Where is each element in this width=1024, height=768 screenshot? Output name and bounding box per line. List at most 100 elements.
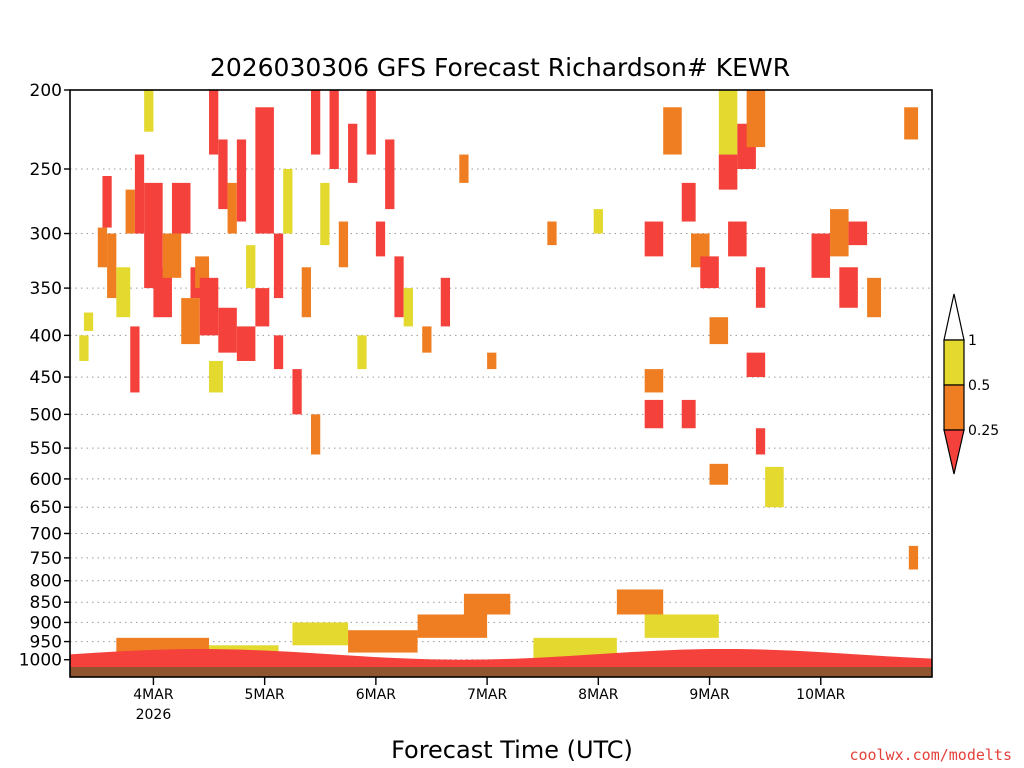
ri-cell <box>867 277 882 318</box>
x-axis-ticks: 4MAR 2026 5MAR 6MAR 7MAR 8MAR 9MAR 10MAR <box>133 677 846 723</box>
ri-cell <box>644 221 664 257</box>
ri-cell <box>718 154 738 190</box>
ri-cell <box>848 221 868 246</box>
ri-cell <box>366 90 376 155</box>
grid-lines <box>70 168 932 661</box>
ri-cell <box>663 107 682 155</box>
y-tick-label: 650 <box>30 498 62 518</box>
ri-cell <box>144 90 154 132</box>
boundary-layer <box>70 648 932 677</box>
ri-cell <box>644 614 719 638</box>
colorbar-orange-box <box>943 384 965 431</box>
ri-cell <box>839 267 858 308</box>
ri-cell <box>338 221 349 268</box>
ri-cell <box>181 298 200 345</box>
ri-cell <box>301 267 311 318</box>
ri-cell <box>755 267 766 308</box>
ri-cell <box>107 233 117 299</box>
ri-cell <box>533 637 617 660</box>
ri-cell <box>97 227 108 268</box>
ri-cell <box>459 154 469 183</box>
colorbar-bottom-triangle <box>943 429 965 475</box>
ri-cell <box>236 139 247 222</box>
colorbar-label: 1 <box>968 333 977 349</box>
ri-cell <box>463 593 511 615</box>
colorbar-yellow-box <box>943 339 965 386</box>
ri-cell <box>728 221 747 257</box>
y-tick-label: 200 <box>30 81 62 101</box>
ri-cell <box>403 288 413 327</box>
y-axis-ticks: 200 250 300 350 400 450 500 550 600 650 700 750 8008… <box>19 81 70 671</box>
surface-red-band <box>70 648 932 667</box>
ri-cell <box>125 189 135 234</box>
ri-cell <box>320 182 330 246</box>
y-tick-label: 500 <box>30 405 62 425</box>
ri-cell <box>644 369 664 393</box>
plot-frame <box>69 89 933 678</box>
ri-cell <box>811 233 831 278</box>
ri-cell <box>134 154 145 234</box>
y-tick-label: 600 <box>30 470 62 490</box>
ri-cell <box>681 182 696 222</box>
ri-cell <box>908 545 919 570</box>
ri-cell <box>593 209 603 234</box>
ri-cell <box>718 90 738 155</box>
colorbar-legend: 1 0.5 0.25 <box>943 293 999 475</box>
ri-cell <box>904 107 919 140</box>
ri-cell <box>385 139 395 210</box>
y-tick-label: 450 <box>30 368 62 388</box>
ri-cell <box>765 466 784 508</box>
ri-cell <box>422 326 432 353</box>
ri-cell <box>102 176 112 228</box>
ri-cell <box>273 335 284 370</box>
ri-cell <box>755 428 766 455</box>
x-tick-label: 6MAR <box>356 687 397 703</box>
y-tick-label: 1000 <box>19 651 62 671</box>
ri-cell <box>310 414 321 455</box>
ri-cell <box>709 463 729 485</box>
ri-cell <box>83 312 94 331</box>
ri-cell <box>273 233 284 299</box>
y-tick-label: 300 <box>30 225 62 245</box>
x-tick-label: 4MAR <box>133 687 174 703</box>
ri-cell <box>162 233 182 278</box>
ri-cell <box>310 90 321 155</box>
ri-cell <box>283 168 293 234</box>
y-tick-label: 900 <box>30 613 62 633</box>
x-tick-label: 8MAR <box>578 687 619 703</box>
x-tick-label: 5MAR <box>244 687 285 703</box>
y-tick-label: 850 <box>30 593 62 613</box>
x-tick-label: 9MAR <box>689 687 730 703</box>
ri-cell <box>130 326 140 393</box>
ri-cell <box>218 307 237 353</box>
ri-cell <box>440 277 451 327</box>
ri-cell <box>487 352 497 370</box>
x-axis-label: Forecast Time (UTC) <box>391 736 633 764</box>
colorbar-label: 0.25 <box>968 423 999 439</box>
colorbar-label: 0.5 <box>968 378 990 394</box>
colorbar-top-triangle <box>943 293 965 341</box>
x-tick-label: 10MAR <box>796 687 845 703</box>
y-tick-label: 800 <box>30 572 62 592</box>
ri-cell <box>709 317 729 345</box>
credit-text: coolwx.com/modelts <box>849 746 1012 764</box>
y-tick-label: 400 <box>30 326 62 346</box>
ri-cell <box>746 352 766 378</box>
ri-cell <box>144 182 163 289</box>
ri-cell <box>644 399 664 429</box>
ri-cell <box>681 399 696 429</box>
ri-cell <box>209 90 219 155</box>
ri-cell <box>357 335 367 370</box>
ri-cell <box>616 589 664 615</box>
y-tick-label: 750 <box>30 549 62 569</box>
ri-cell <box>199 277 219 336</box>
y-tick-label: 950 <box>30 633 62 653</box>
ri-cell <box>209 360 223 393</box>
ri-cell <box>700 256 719 289</box>
ri-cell <box>246 245 256 289</box>
ri-cell <box>292 622 349 646</box>
ri-cell <box>255 288 270 327</box>
ri-cell <box>348 123 358 183</box>
x-tick-sublabel: 2026 <box>136 707 172 723</box>
